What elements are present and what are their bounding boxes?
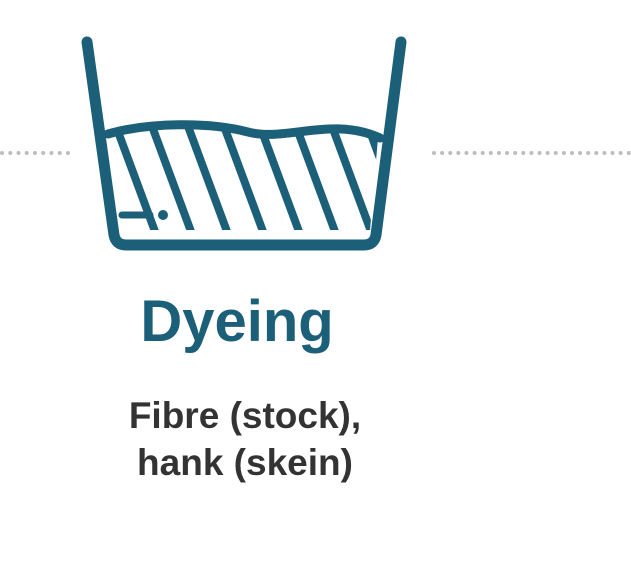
dye-bath-icon: [70, 30, 415, 260]
step-description-line-2: hank (skein): [137, 442, 353, 483]
step-description: Fibre (stock), hank (skein): [0, 392, 490, 486]
step-title: Dyeing: [140, 289, 334, 354]
connector-line-left: [0, 151, 70, 155]
step-description-line-1: Fibre (stock),: [128, 395, 362, 436]
connector-line-right: [432, 151, 631, 155]
